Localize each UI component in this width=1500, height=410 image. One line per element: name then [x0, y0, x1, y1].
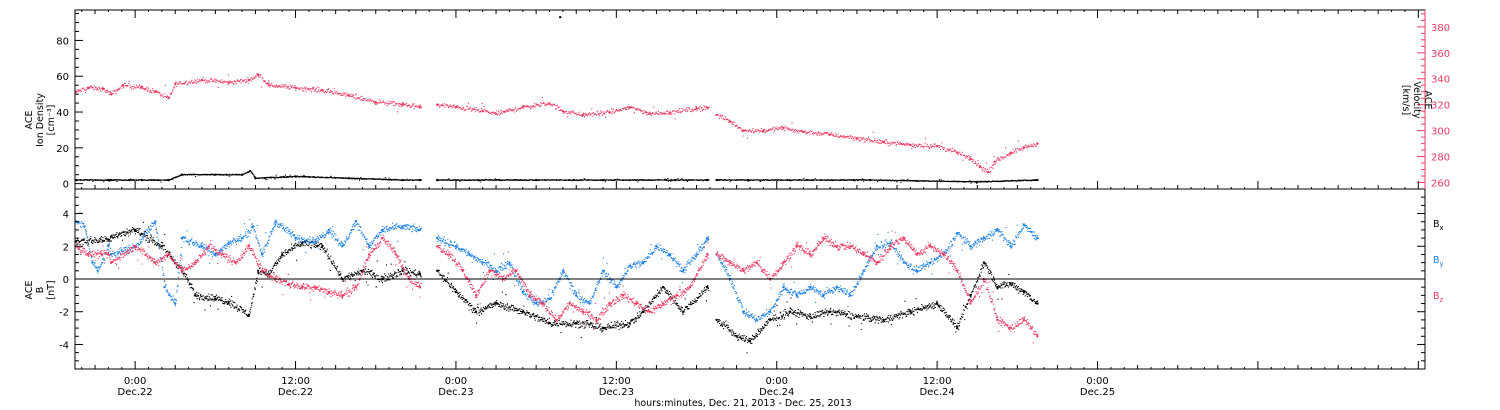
x-tick-day-label: Dec.22 — [278, 387, 313, 398]
data-point — [394, 253, 397, 256]
legend-bx: Bx — [1433, 219, 1444, 232]
top-right-label-line3: [km/s] — [1400, 85, 1411, 115]
legend-bz: Bz — [1433, 291, 1444, 304]
bottom-left-label-line2: B — [35, 287, 46, 294]
x-tick-day-label: Dec.23 — [438, 387, 473, 398]
axes-layer: 0:00Dec.2212:00Dec.220:00Dec.2312:00Dec.… — [56, 9, 1450, 398]
bottom-panel — [75, 212, 1039, 354]
data-point — [256, 269, 260, 272]
top-y2-tick-label: 340 — [1431, 75, 1450, 86]
data-point — [163, 286, 166, 289]
b-legend: Bx By Bz — [1433, 219, 1444, 304]
series-cloud — [76, 231, 1039, 344]
top-y2-tick-label: 260 — [1431, 179, 1450, 190]
legend-by: By — [1433, 255, 1444, 268]
x-tick-time-label: 0:00 — [765, 376, 787, 387]
series-cloud — [76, 221, 1039, 354]
x-tick-time-label: 12:00 — [281, 376, 310, 387]
x-tick-time-label: 12:00 — [923, 376, 952, 387]
data-point — [107, 245, 110, 248]
x-tick-day-label: Dec.22 — [118, 387, 153, 398]
x-tick-day-label: Dec.23 — [599, 387, 634, 398]
bottom-left-label-line3: [nT] — [46, 280, 57, 299]
series-cloud — [76, 170, 1039, 185]
series-cloud — [76, 212, 1039, 323]
top-y-tick-label: 60 — [56, 72, 69, 83]
bottom-y-tick-label: 4 — [63, 210, 69, 221]
data-point — [993, 160, 996, 163]
data-point — [436, 236, 439, 240]
bottom-y-tick-label: -4 — [59, 340, 69, 351]
series-by — [75, 212, 1039, 323]
data-point — [889, 245, 892, 248]
data-point — [180, 269, 184, 272]
top-right-label-line1: ACE — [1422, 91, 1433, 110]
top-y-tick-label: 0 — [63, 180, 69, 191]
bottom-y-tick-label: 0 — [63, 275, 69, 286]
top-right-label-line2: Velocity — [1411, 81, 1422, 119]
bottom-left-label-line1: ACE — [24, 281, 35, 300]
data-point — [909, 310, 912, 313]
top-panel-frame — [74, 9, 1426, 190]
top-y2-tick-label: 320 — [1431, 101, 1450, 112]
series-cloud — [76, 73, 1038, 174]
top-y2-tick-label: 300 — [1431, 127, 1450, 138]
x-tick-time-label: 0:00 — [445, 376, 467, 387]
top-y-tick-label: 80 — [56, 36, 69, 47]
top-panel — [75, 15, 1039, 185]
bottom-y-tick-label: 2 — [63, 242, 69, 253]
series-ion-density — [75, 169, 1039, 185]
x-tick-time-label: 12:00 — [602, 376, 631, 387]
data-point — [595, 318, 598, 322]
series-bz — [75, 231, 1039, 344]
top-right-label: ACE Velocity [km/s] — [1400, 81, 1433, 119]
top-y2-tick-label: 360 — [1431, 49, 1450, 60]
top-left-label-line3: [cm⁻³] — [46, 105, 57, 136]
top-y-tick-label: 20 — [56, 144, 69, 155]
series-velocity — [75, 73, 1039, 174]
top-left-label: ACE Ion Density [cm⁻³] — [24, 93, 57, 147]
series-bx — [75, 221, 1039, 354]
top-left-label-line2: Ion Density — [35, 93, 46, 147]
x-tick-day-label: Dec.25 — [1080, 387, 1115, 398]
top-y2-tick-label: 380 — [1431, 23, 1450, 34]
x-axis-title: hours:minutes, Dec. 21, 2013 - Dec. 25, … — [634, 398, 851, 409]
bottom-left-label: ACE B [nT] — [24, 280, 57, 299]
top-y-tick-label: 40 — [56, 108, 69, 119]
x-tick-day-label: Dec.24 — [919, 387, 954, 398]
data-point — [91, 261, 94, 264]
bottom-y-tick-label: -2 — [59, 308, 69, 319]
top-left-label-line1: ACE — [24, 111, 35, 130]
top-y2-tick-label: 280 — [1431, 153, 1450, 164]
data-point — [267, 84, 270, 87]
x-tick-time-label: 0:00 — [124, 376, 146, 387]
x-tick-day-label: Dec.24 — [759, 387, 794, 398]
data-point — [715, 253, 718, 256]
x-tick-time-label: 0:00 — [1086, 376, 1108, 387]
density-outlier — [558, 15, 562, 19]
data-point — [969, 302, 972, 305]
data-point — [782, 286, 785, 289]
